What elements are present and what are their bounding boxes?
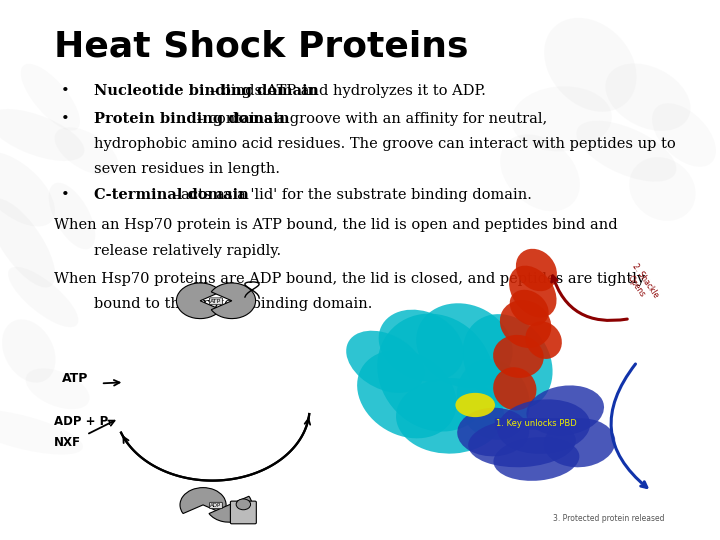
Ellipse shape (509, 266, 557, 318)
Ellipse shape (0, 152, 55, 226)
Text: hydrophobic amino acid residues. The groove can interact with peptides up to: hydrophobic amino acid residues. The gro… (94, 137, 675, 151)
Ellipse shape (0, 109, 84, 161)
Ellipse shape (26, 368, 89, 409)
Ellipse shape (493, 437, 580, 481)
Text: Protein binding domain: Protein binding domain (94, 112, 289, 126)
Text: ADP + Pᵢ: ADP + Pᵢ (54, 415, 111, 428)
Ellipse shape (577, 121, 676, 181)
Ellipse shape (526, 321, 562, 359)
Text: •: • (61, 187, 70, 201)
Ellipse shape (468, 418, 576, 467)
Ellipse shape (544, 418, 616, 467)
Text: When an Hsp70 protein is ATP bound, the lid is open and peptides bind and: When an Hsp70 protein is ATP bound, the … (54, 219, 618, 233)
Ellipse shape (21, 64, 80, 131)
Ellipse shape (629, 157, 696, 221)
Ellipse shape (510, 290, 549, 326)
Text: bound to the protein binding domain.: bound to the protein binding domain. (94, 297, 372, 311)
Ellipse shape (457, 408, 529, 456)
Text: C-terminal domain: C-terminal domain (94, 187, 248, 201)
Ellipse shape (8, 267, 78, 327)
Ellipse shape (544, 18, 636, 112)
Text: 3. Protected protein released: 3. Protected protein released (553, 514, 664, 523)
Ellipse shape (346, 330, 424, 393)
Ellipse shape (652, 103, 716, 167)
Text: ATP: ATP (63, 372, 89, 384)
Ellipse shape (606, 63, 690, 131)
Ellipse shape (49, 183, 95, 249)
Text: NXF: NXF (54, 436, 81, 449)
Ellipse shape (511, 86, 612, 151)
Bar (360, 238, 698, 524)
Ellipse shape (0, 198, 55, 288)
Wedge shape (209, 496, 252, 522)
Text: •: • (61, 112, 70, 126)
Ellipse shape (377, 314, 494, 431)
Text: When Hsp70 proteins are ADP bound, the lid is closed, and peptides are tightly: When Hsp70 proteins are ADP bound, the l… (54, 272, 645, 286)
Wedge shape (180, 488, 226, 514)
Text: 1. Key unlocks PBD: 1. Key unlocks PBD (496, 420, 577, 428)
Text: Nucleotide binding domain: Nucleotide binding domain (94, 84, 318, 98)
Ellipse shape (379, 309, 464, 382)
Wedge shape (211, 283, 256, 319)
FancyBboxPatch shape (230, 501, 256, 524)
Circle shape (236, 499, 251, 510)
Text: seven residues in length.: seven residues in length. (94, 162, 279, 176)
Ellipse shape (497, 399, 590, 454)
Ellipse shape (456, 359, 530, 440)
Ellipse shape (500, 300, 552, 348)
Ellipse shape (416, 303, 513, 388)
Text: release relatively rapidly.: release relatively rapidly. (94, 244, 281, 258)
Wedge shape (176, 283, 221, 319)
Text: •: • (61, 84, 70, 98)
Ellipse shape (357, 350, 456, 438)
Ellipse shape (526, 386, 604, 435)
Text: ADP: ADP (210, 503, 222, 508)
Ellipse shape (396, 378, 504, 454)
Ellipse shape (0, 409, 83, 455)
Ellipse shape (500, 134, 580, 211)
Text: 2. Shackle
Opens: 2. Shackle Opens (621, 262, 660, 305)
Text: –acts as a 'lid' for the substrate binding domain.: –acts as a 'lid' for the substrate bindi… (169, 187, 532, 201)
Ellipse shape (516, 249, 557, 291)
Ellipse shape (55, 127, 118, 175)
Ellipse shape (2, 319, 55, 383)
Ellipse shape (493, 367, 536, 410)
Text: – contains a groove with an affinity for neutral,: – contains a groove with an affinity for… (192, 112, 547, 126)
Text: – binds ATP and hydrolyzes it to ADP.: – binds ATP and hydrolyzes it to ADP. (205, 84, 486, 98)
Ellipse shape (493, 335, 544, 378)
Text: Heat Shock Proteins: Heat Shock Proteins (54, 30, 469, 64)
Ellipse shape (456, 393, 495, 417)
Text: ATP: ATP (210, 299, 222, 304)
Ellipse shape (463, 314, 552, 409)
